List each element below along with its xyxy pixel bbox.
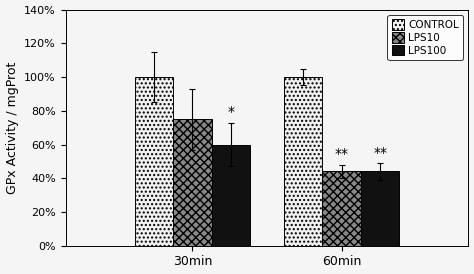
Y-axis label: GPx Activity / mgProt: GPx Activity / mgProt [6, 61, 18, 194]
Bar [173, 119, 211, 246]
Legend: CONTROL, LPS10, LPS100: CONTROL, LPS10, LPS100 [387, 15, 463, 60]
Bar [322, 172, 361, 246]
Bar [361, 172, 399, 246]
Bar [211, 144, 250, 246]
Text: **: ** [373, 146, 387, 160]
Text: *: * [227, 105, 234, 119]
Bar [135, 77, 173, 246]
Bar [284, 77, 322, 246]
Text: **: ** [335, 147, 349, 161]
